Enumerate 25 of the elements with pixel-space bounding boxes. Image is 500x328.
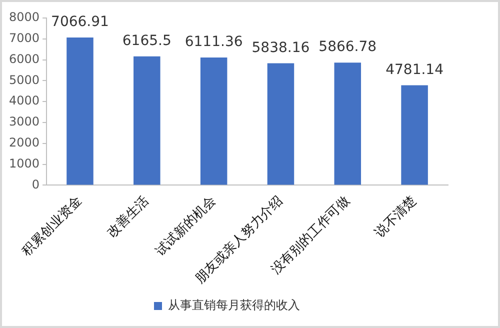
bar [267, 63, 294, 185]
y-tick-label: 3000 [8, 114, 40, 129]
x-tick-label: 积累创业资金 [19, 193, 86, 260]
y-tick-label: 5000 [8, 72, 40, 87]
y-tick-label: 4000 [8, 94, 40, 108]
bar [334, 62, 362, 185]
data-label: 7066.91 [51, 14, 109, 30]
y-tick-label: 0 [32, 177, 40, 192]
data-label: 5838.16 [252, 40, 310, 56]
bar [200, 57, 228, 185]
y-tick-label: 2000 [8, 136, 40, 150]
x-tick-label: 改善生活 [104, 192, 152, 241]
bar [401, 85, 428, 185]
bar [66, 38, 94, 185]
data-label: 5866.78 [318, 39, 377, 56]
y-tick-label: 8000 [8, 10, 40, 24]
data-label: 4781.14 [386, 62, 444, 78]
legend-label: 从事直销每月获得的收入 [168, 298, 300, 312]
y-tick-label: 7000 [8, 31, 40, 46]
data-label: 6165.5 [122, 32, 172, 49]
data-label: 6111.36 [184, 34, 243, 50]
x-tick-label: 说不清楚 [372, 193, 420, 241]
y-tick-label: 1000 [8, 156, 40, 170]
y-tick-label: 6000 [8, 52, 40, 66]
bar [134, 56, 160, 185]
